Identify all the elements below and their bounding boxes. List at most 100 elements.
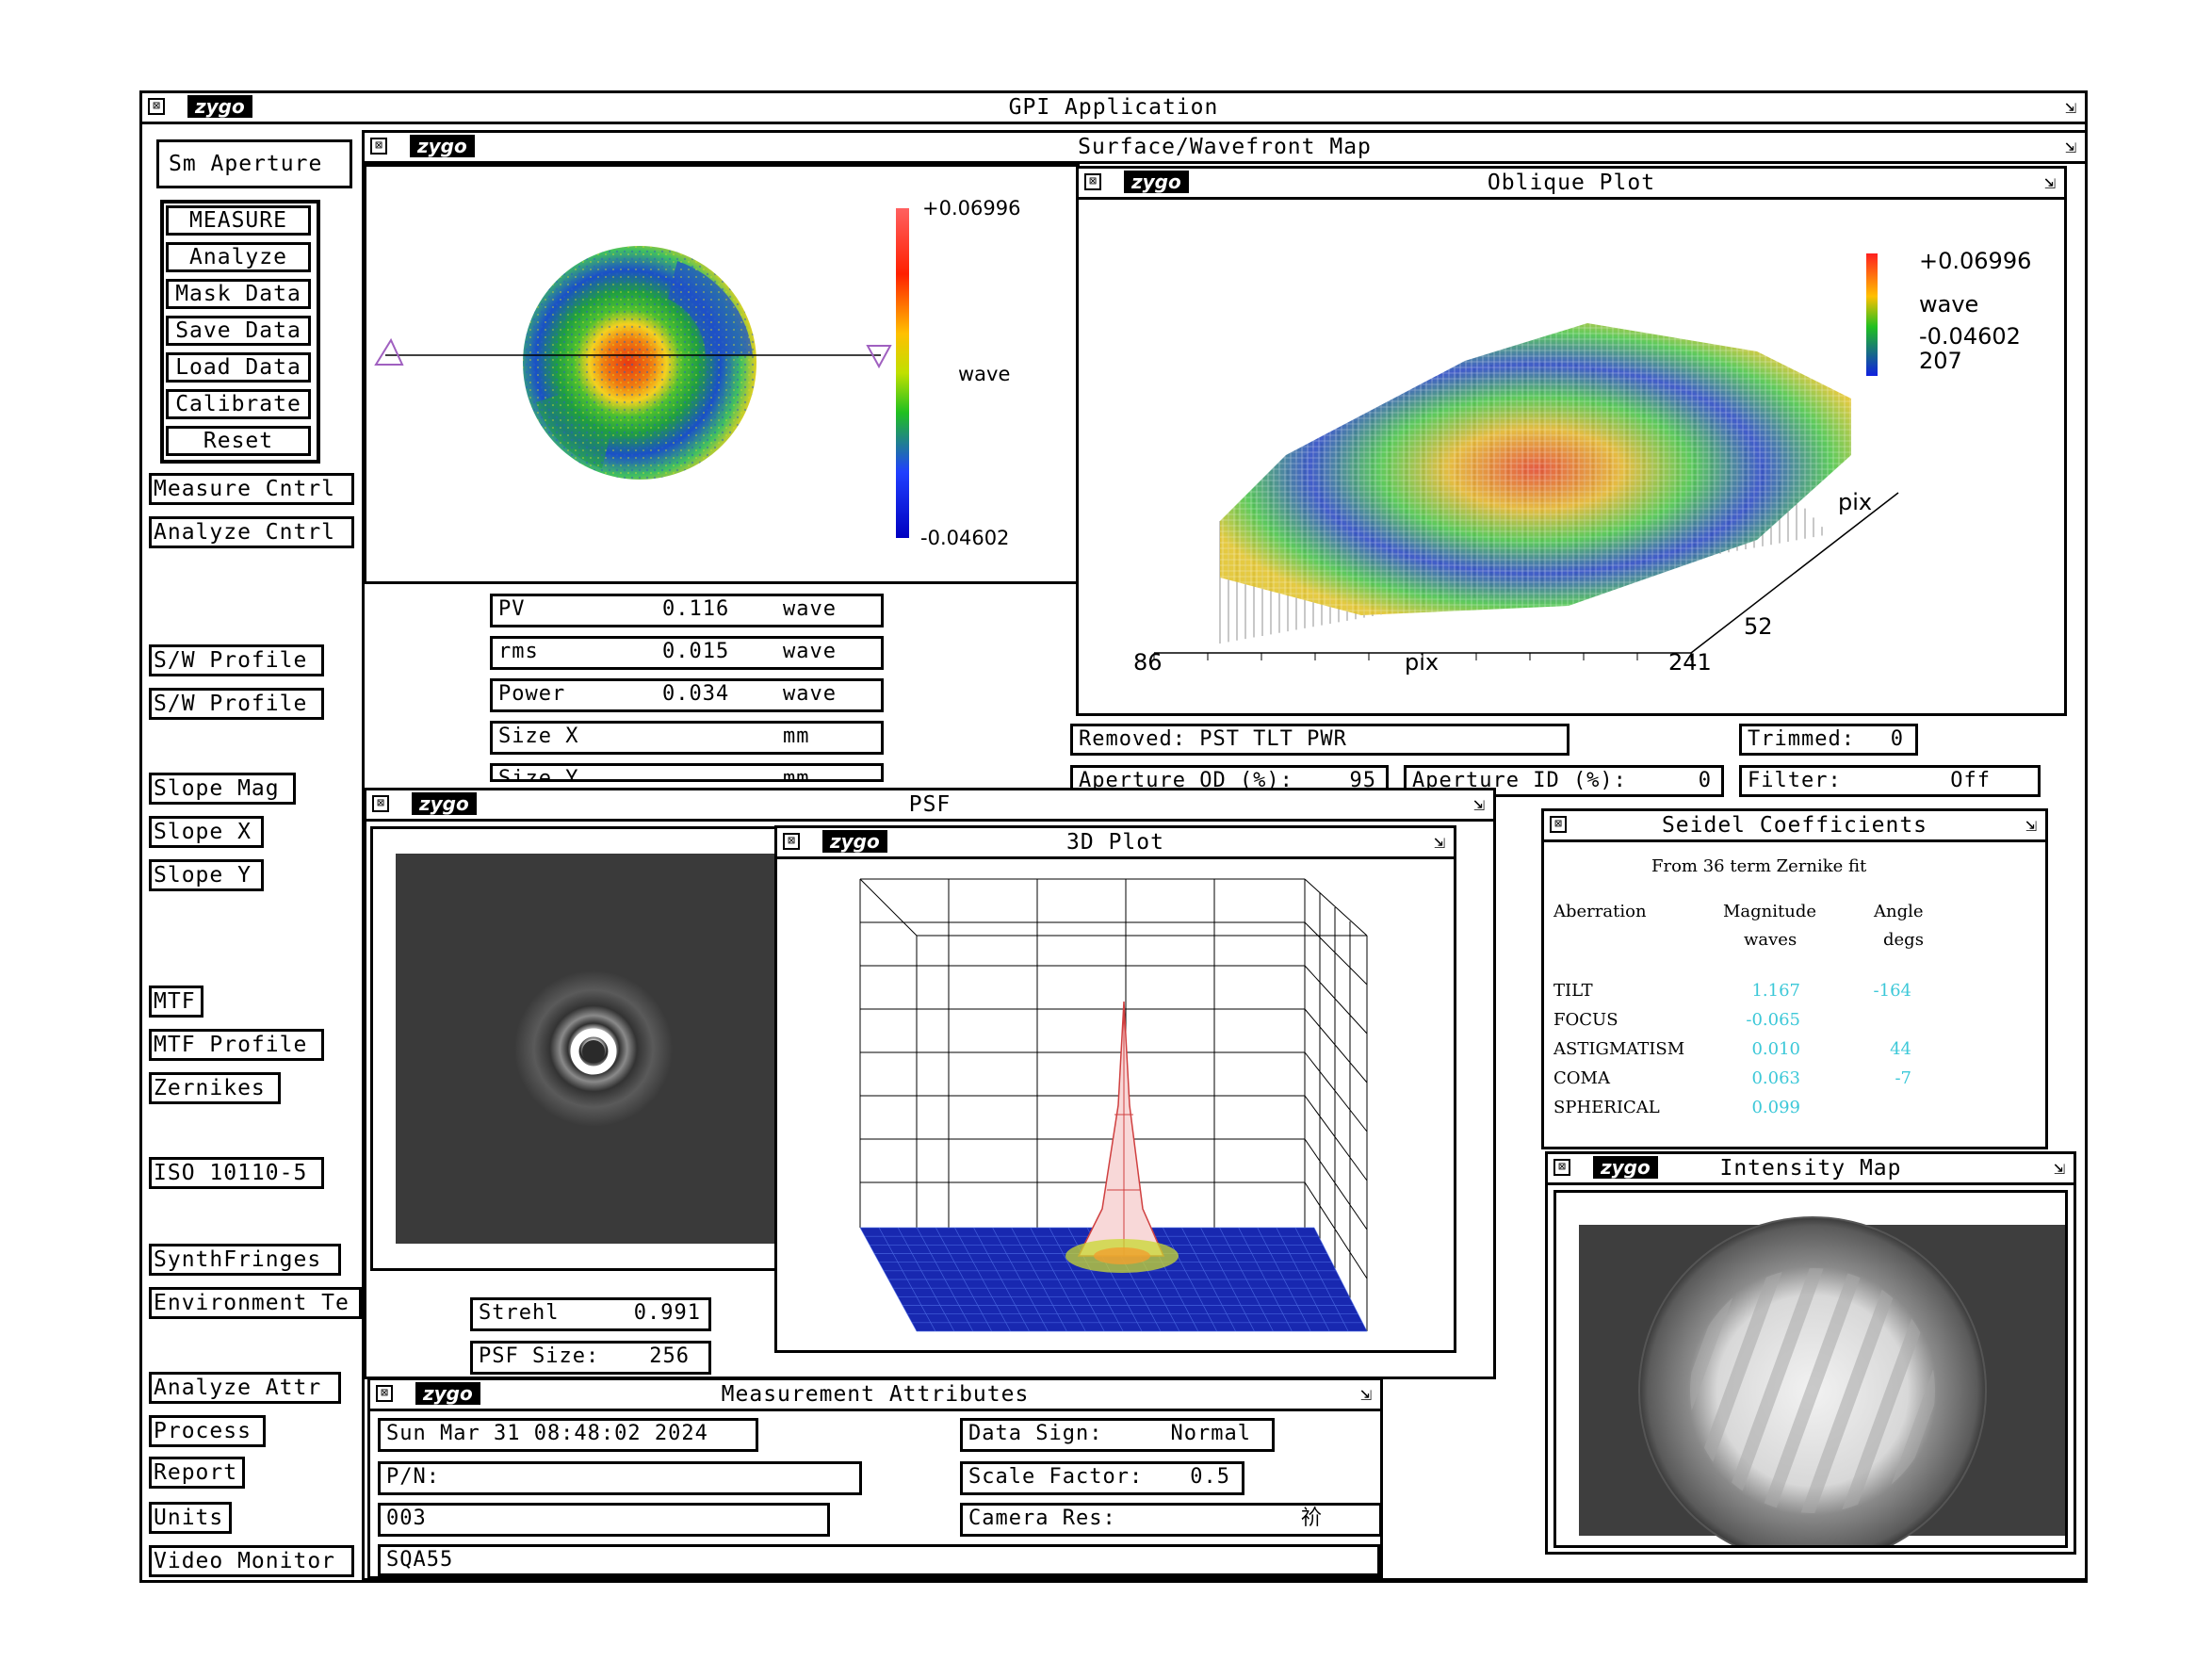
- psf-image: [396, 854, 791, 1244]
- power-value: 0.034: [662, 682, 730, 706]
- color-scale-bar: [896, 208, 909, 538]
- size-x-unit: mm: [783, 725, 810, 748]
- oblique-plot-svg: [1153, 253, 1899, 660]
- seidel-row-magnitude: 1.167: [1751, 981, 1800, 1001]
- iso-10110-button[interactable]: ISO 10110-5: [149, 1157, 324, 1189]
- oblique-x-label: pix: [1405, 649, 1439, 676]
- size-x-field: Size X mm: [490, 721, 884, 755]
- pv-field: PV 0.116 wave: [490, 594, 884, 627]
- date-field[interactable]: Sun Mar 31 08:48:02 2024: [378, 1418, 758, 1452]
- close-icon[interactable]: ⊠: [783, 833, 800, 850]
- size-x-label: Size X: [498, 725, 579, 748]
- pn-text: P/N:: [386, 1465, 440, 1489]
- zygo-logo: zygo: [410, 135, 475, 157]
- save-data-button[interactable]: Save Data: [166, 316, 311, 346]
- seidel-row-magnitude: -0.065: [1746, 1010, 1800, 1030]
- serial-field[interactable]: 003: [378, 1503, 830, 1537]
- analyze-cntrl-button[interactable]: Analyze Cntrl: [149, 516, 354, 548]
- trimmed-field: Trimmed: 0: [1739, 724, 1918, 756]
- floor-mesh-line: [916, 1227, 974, 1332]
- surface-map-svg: [374, 208, 909, 538]
- mask-data-button[interactable]: Mask Data: [166, 279, 311, 309]
- resize-icon[interactable]: ⇲: [2043, 171, 2057, 193]
- grid-line: [1304, 1051, 1368, 1132]
- surface-map-panel: +0.06996 wave -0.04602: [364, 164, 1080, 584]
- aperture-button[interactable]: Sm Aperture: [156, 139, 352, 188]
- triangle-marker-icon[interactable]: [374, 337, 404, 366]
- slope-mag-button[interactable]: Slope Mag: [149, 773, 296, 805]
- seidel-row-magnitude: 0.063: [1751, 1068, 1800, 1088]
- units-button[interactable]: Units: [149, 1502, 232, 1534]
- psf-title: PSF: [908, 792, 951, 817]
- resize-icon[interactable]: ⇲: [1433, 830, 1446, 853]
- plot3d-svg: [859, 878, 1368, 1332]
- floor-mesh-line: [1238, 1227, 1293, 1332]
- grid-line: [1304, 921, 1368, 986]
- close-icon[interactable]: ⊠: [1553, 1159, 1570, 1176]
- synth-fringes-button[interactable]: SynthFringes: [149, 1244, 341, 1276]
- video-monitor-button[interactable]: Video Monitor: [149, 1545, 354, 1577]
- calibrate-button[interactable]: Calibrate: [166, 389, 311, 419]
- reset-button[interactable]: Reset: [166, 426, 311, 456]
- part-field[interactable]: SQA55: [378, 1544, 1380, 1576]
- app-title: GPI Application: [1008, 95, 1219, 120]
- trimmed-value: 0: [1890, 727, 1904, 751]
- data-sign-value: Normal: [1170, 1422, 1251, 1445]
- intensity-title: Intensity Map: [1719, 1156, 1902, 1181]
- size-y-unit: mm: [783, 767, 810, 782]
- zygo-logo: zygo: [415, 1382, 480, 1405]
- mtf-profile-button[interactable]: MTF Profile: [149, 1029, 324, 1061]
- mtf-button[interactable]: MTF: [149, 986, 203, 1018]
- environment-button[interactable]: Environment Te: [149, 1287, 362, 1319]
- triangle-marker-icon[interactable]: [866, 345, 892, 369]
- sw-profile-button-2[interactable]: S/W Profile: [149, 688, 324, 720]
- oblique-scale-max: +0.06996: [1919, 248, 2032, 274]
- floor-mesh-line: [1067, 1227, 1124, 1332]
- psf-title-bar: ⊠ zygo PSF ⇲: [366, 790, 1493, 822]
- plot3d-window: ⊠ zygo 3D Plot ⇲: [774, 825, 1456, 1353]
- analyze-button[interactable]: Analyze: [166, 242, 311, 272]
- sw-profile-button-1[interactable]: S/W Profile: [149, 644, 324, 676]
- report-button[interactable]: Report: [149, 1457, 245, 1489]
- zernikes-button[interactable]: Zernikes: [149, 1072, 281, 1104]
- load-data-button[interactable]: Load Data: [166, 352, 311, 383]
- close-icon[interactable]: ⊠: [372, 795, 389, 812]
- filter-value: Off: [1950, 769, 1991, 792]
- pv-value: 0.116: [662, 597, 730, 621]
- psf-size-field: PSF Size: 256: [470, 1341, 711, 1375]
- psf-size-value: 256: [649, 1344, 690, 1368]
- analyze-attr-button[interactable]: Analyze Attr: [149, 1372, 341, 1404]
- oblique-color-bar: [1866, 253, 1878, 376]
- scale-factor-field: Scale Factor: 0.5: [960, 1461, 1244, 1495]
- measure-button[interactable]: MEASURE: [166, 205, 311, 236]
- close-icon[interactable]: ⊠: [148, 98, 165, 115]
- close-icon[interactable]: ⊠: [1084, 173, 1101, 190]
- resize-icon[interactable]: ⇲: [1359, 1382, 1373, 1405]
- box-edge: [859, 878, 918, 937]
- close-icon[interactable]: ⊠: [370, 138, 387, 155]
- close-icon[interactable]: ⊠: [376, 1385, 393, 1402]
- slope-x-button[interactable]: Slope X: [149, 816, 264, 848]
- col-aberration-header: Aberration: [1553, 902, 1647, 921]
- pv-unit: wave: [783, 597, 837, 621]
- resize-icon[interactable]: ⇲: [1472, 792, 1486, 815]
- resize-icon[interactable]: ⇲: [2064, 95, 2077, 118]
- size-y-label: Size Y: [498, 767, 579, 782]
- close-icon[interactable]: ⊠: [1550, 816, 1567, 833]
- oblique-y-min: 52: [1744, 613, 1773, 640]
- zygo-logo: zygo: [1593, 1156, 1658, 1179]
- filter-label: Filter:: [1748, 769, 1842, 792]
- scale-unit-label: wave: [958, 363, 1011, 385]
- seidel-row-name: COMA: [1553, 1068, 1610, 1088]
- resize-icon[interactable]: ⇲: [2053, 1156, 2066, 1179]
- seidel-window: ⊠ Seidel Coefficients ⇲ From 36 term Zer…: [1541, 808, 2048, 1149]
- col-angle-unit: degs: [1883, 930, 1924, 950]
- rms-value: 0.015: [662, 640, 730, 663]
- measure-cntrl-button[interactable]: Measure Cntrl: [149, 473, 354, 505]
- pn-field[interactable]: P/N:: [378, 1461, 862, 1495]
- process-button[interactable]: Process: [149, 1415, 266, 1447]
- slope-y-button[interactable]: Slope Y: [149, 859, 264, 891]
- resize-icon[interactable]: ⇲: [2025, 813, 2038, 836]
- resize-icon[interactable]: ⇲: [2064, 135, 2077, 157]
- floor-mesh-line: [973, 1227, 1030, 1332]
